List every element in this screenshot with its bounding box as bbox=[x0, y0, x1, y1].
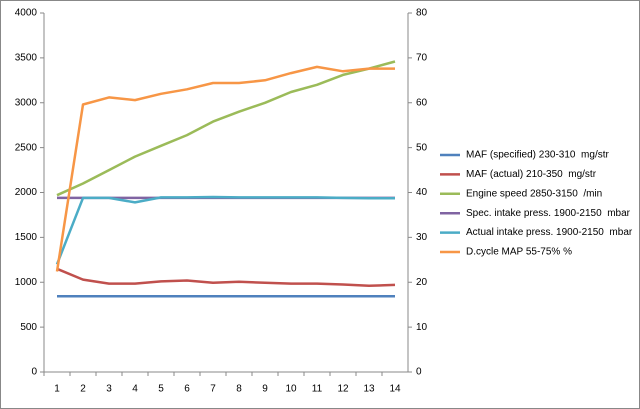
y-tick-label: 3000 bbox=[15, 97, 38, 108]
y2-tick-label: 20 bbox=[416, 277, 428, 288]
y2-tick-label: 50 bbox=[416, 142, 428, 153]
legend-label: Engine speed 2850-3150 /min bbox=[466, 188, 602, 199]
series-line bbox=[56, 267, 396, 288]
x-tick-label: 3 bbox=[106, 384, 112, 395]
y-tick-label: 1500 bbox=[15, 232, 38, 243]
y2-tick-label: 60 bbox=[416, 97, 428, 108]
x-tick-label: 5 bbox=[158, 384, 164, 395]
x-tick-label: 14 bbox=[389, 384, 401, 395]
y2-tick-label: 30 bbox=[416, 232, 428, 243]
y-tick-label: 2000 bbox=[15, 187, 38, 198]
x-tick-label: 13 bbox=[363, 384, 375, 395]
legend-label: Spec. intake press. 1900-2150 mbar bbox=[466, 208, 631, 219]
legend-label: MAF (specified) 230-310 mg/str bbox=[466, 150, 609, 161]
y-tick-label: 500 bbox=[20, 322, 37, 333]
y-tick-label: 4000 bbox=[15, 8, 38, 19]
x-tick-label: 1 bbox=[54, 384, 60, 395]
y2-tick-label: 70 bbox=[416, 53, 428, 64]
x-tick-label: 10 bbox=[285, 384, 297, 395]
y-tick-label: 3500 bbox=[15, 53, 38, 64]
x-tick-label: 7 bbox=[210, 384, 216, 395]
x-tick-label: 9 bbox=[262, 384, 268, 395]
x-tick-label: 2 bbox=[80, 384, 86, 395]
y-tick-label: 2500 bbox=[15, 142, 38, 153]
legend-label: D.cycle MAP 55-75% % bbox=[466, 247, 572, 258]
legend-label: MAF (actual) 210-350 mg/str bbox=[466, 169, 597, 180]
x-tick-label: 11 bbox=[312, 384, 323, 395]
series-line bbox=[55, 65, 395, 272]
legend-label: Actual intake press. 1900-2150 mbar bbox=[466, 227, 633, 238]
x-tick-label: 4 bbox=[132, 384, 138, 395]
y2-tick-label: 40 bbox=[416, 187, 428, 198]
y-tick-label: 1000 bbox=[15, 277, 38, 288]
y2-tick-label: 0 bbox=[416, 367, 422, 378]
x-tick-label: 8 bbox=[236, 384, 242, 395]
x-tick-label: 6 bbox=[184, 384, 190, 395]
x-tick-label: 12 bbox=[337, 384, 349, 395]
series-line bbox=[56, 60, 396, 197]
y-tick-label: 0 bbox=[31, 367, 37, 378]
series-line bbox=[55, 195, 395, 265]
y2-tick-label: 10 bbox=[416, 322, 428, 333]
y2-tick-label: 80 bbox=[416, 8, 428, 19]
